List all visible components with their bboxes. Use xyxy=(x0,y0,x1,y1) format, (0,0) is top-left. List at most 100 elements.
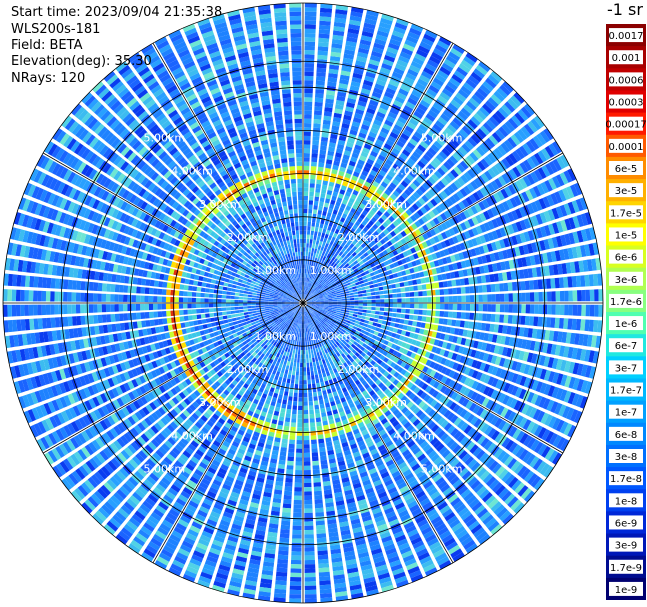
backscatter-cell xyxy=(410,297,415,303)
backscatter-cell xyxy=(468,277,474,285)
backscatter-cell xyxy=(311,443,318,449)
backscatter-cell xyxy=(328,235,333,241)
backscatter-cell xyxy=(343,114,352,121)
backscatter-cell xyxy=(312,270,316,275)
backscatter-cell xyxy=(312,275,315,280)
backscatter-cell xyxy=(485,137,496,149)
backscatter-cell xyxy=(329,240,334,246)
backscatter-cell xyxy=(448,303,453,310)
backscatter-cell xyxy=(393,26,406,35)
backscatter-cell xyxy=(396,225,404,232)
backscatter-cell xyxy=(558,318,564,329)
backscatter-cell xyxy=(307,282,310,287)
backscatter-cell xyxy=(471,94,483,105)
backscatter-cell xyxy=(406,173,415,182)
backscatter-cell xyxy=(452,303,458,311)
backscatter-cell xyxy=(529,292,535,302)
backscatter-cell xyxy=(394,254,401,261)
backscatter-cell xyxy=(365,71,376,79)
backscatter-cell xyxy=(314,374,319,380)
backscatter-cell xyxy=(367,243,373,249)
backscatter-cell xyxy=(313,400,319,406)
backscatter-cell xyxy=(508,259,515,269)
backscatter-cell xyxy=(496,262,502,271)
backscatter-cell xyxy=(443,58,456,69)
backscatter-cell xyxy=(514,246,521,257)
backscatter-cell xyxy=(356,274,362,279)
backscatter-cell xyxy=(309,362,313,367)
backscatter-cell xyxy=(300,358,303,363)
backscatter-cell xyxy=(303,195,308,201)
backscatter-cell xyxy=(394,278,400,283)
backscatter-cell xyxy=(343,255,349,261)
backscatter-cell xyxy=(446,81,458,91)
backscatter-cell xyxy=(414,229,422,236)
backscatter-cell xyxy=(332,191,339,197)
backscatter-cell xyxy=(448,311,453,318)
backscatter-cell xyxy=(437,167,446,176)
backscatter-cell xyxy=(490,180,499,191)
backscatter-cell xyxy=(394,175,402,183)
backscatter-cell xyxy=(448,51,461,62)
backscatter-cell xyxy=(495,129,506,140)
backscatter-cell xyxy=(310,269,314,275)
backscatter-cell xyxy=(310,366,314,372)
backscatter-cell xyxy=(486,208,495,219)
backscatter-cell xyxy=(315,298,320,301)
backscatter-cell xyxy=(307,303,312,304)
backscatter-cell xyxy=(410,303,415,309)
backscatter-cell xyxy=(287,460,294,466)
backscatter-cell xyxy=(519,162,529,174)
backscatter-cell xyxy=(307,379,311,385)
backscatter-cell xyxy=(480,158,490,169)
backscatter-cell xyxy=(520,281,526,291)
backscatter-cell xyxy=(444,265,450,272)
backscatter-cell xyxy=(318,373,323,379)
backscatter-cell xyxy=(471,227,479,236)
backscatter-cell xyxy=(324,300,329,302)
backscatter-cell xyxy=(345,279,350,284)
backscatter-cell xyxy=(311,379,316,384)
backscatter-cell xyxy=(324,278,329,283)
backscatter-cell xyxy=(350,280,355,285)
backscatter-cell xyxy=(297,427,303,432)
backscatter-cell xyxy=(328,307,333,310)
backscatter-cell xyxy=(415,176,424,185)
backscatter-cell xyxy=(375,274,381,279)
backscatter-cell xyxy=(519,219,527,231)
backscatter-cell xyxy=(551,291,556,302)
backscatter-cell xyxy=(501,123,512,135)
backscatter-cell xyxy=(343,250,349,255)
backscatter-cell xyxy=(417,265,423,272)
backscatter-cell xyxy=(481,275,487,284)
backscatter-cell xyxy=(519,232,527,243)
backscatter-cell xyxy=(314,248,318,254)
backscatter-cell xyxy=(447,141,457,151)
backscatter-cell xyxy=(475,236,482,245)
backscatter-cell xyxy=(331,251,336,257)
backscatter-cell xyxy=(503,238,510,248)
backscatter-cell xyxy=(470,304,475,311)
backscatter-cell xyxy=(312,285,316,290)
backscatter-cell xyxy=(343,150,352,156)
backscatter-cell xyxy=(368,280,374,285)
backscatter-cell xyxy=(333,258,338,263)
backscatter-cell xyxy=(319,24,331,30)
backscatter-cell xyxy=(336,281,342,286)
backscatter-cell xyxy=(304,529,314,535)
backscatter-cell xyxy=(473,113,484,124)
backscatter-cell xyxy=(409,182,418,191)
backscatter-cell xyxy=(374,287,380,292)
backscatter-cell xyxy=(304,538,315,543)
backscatter-cell xyxy=(363,115,373,123)
backscatter-cell xyxy=(327,77,338,83)
backscatter-cell xyxy=(307,286,309,291)
backscatter-cell xyxy=(529,316,534,326)
backscatter-cell xyxy=(332,304,338,307)
backscatter-cell xyxy=(315,240,320,245)
backscatter-cell xyxy=(514,112,525,124)
backscatter-cell xyxy=(361,315,366,320)
backscatter-cell xyxy=(360,188,367,195)
backscatter-cell xyxy=(323,295,328,298)
backscatter-cell xyxy=(286,469,294,475)
